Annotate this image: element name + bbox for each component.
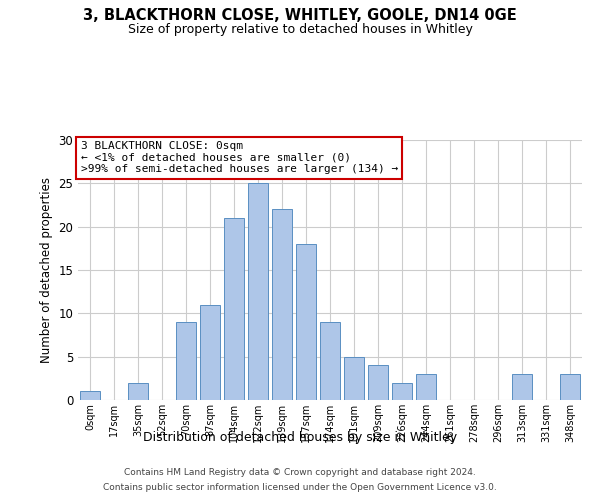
- Bar: [200, 304, 220, 400]
- Bar: [416, 374, 436, 400]
- Bar: [344, 356, 364, 400]
- Bar: [296, 244, 316, 400]
- Bar: [80, 392, 100, 400]
- Text: Size of property relative to detached houses in Whitley: Size of property relative to detached ho…: [128, 22, 472, 36]
- Bar: [128, 382, 148, 400]
- Text: Contains public sector information licensed under the Open Government Licence v3: Contains public sector information licen…: [103, 483, 497, 492]
- Text: 3, BLACKTHORN CLOSE, WHITLEY, GOOLE, DN14 0GE: 3, BLACKTHORN CLOSE, WHITLEY, GOOLE, DN1…: [83, 8, 517, 22]
- Bar: [248, 184, 268, 400]
- Bar: [320, 322, 340, 400]
- Bar: [368, 366, 388, 400]
- Bar: [176, 322, 196, 400]
- Bar: [392, 382, 412, 400]
- Bar: [224, 218, 244, 400]
- Text: 3 BLACKTHORN CLOSE: 0sqm
← <1% of detached houses are smaller (0)
>99% of semi-d: 3 BLACKTHORN CLOSE: 0sqm ← <1% of detach…: [80, 142, 398, 174]
- Text: Contains HM Land Registry data © Crown copyright and database right 2024.: Contains HM Land Registry data © Crown c…: [124, 468, 476, 477]
- Text: Distribution of detached houses by size in Whitley: Distribution of detached houses by size …: [143, 431, 457, 444]
- Y-axis label: Number of detached properties: Number of detached properties: [40, 177, 53, 363]
- Bar: [560, 374, 580, 400]
- Bar: [272, 210, 292, 400]
- Bar: [512, 374, 532, 400]
